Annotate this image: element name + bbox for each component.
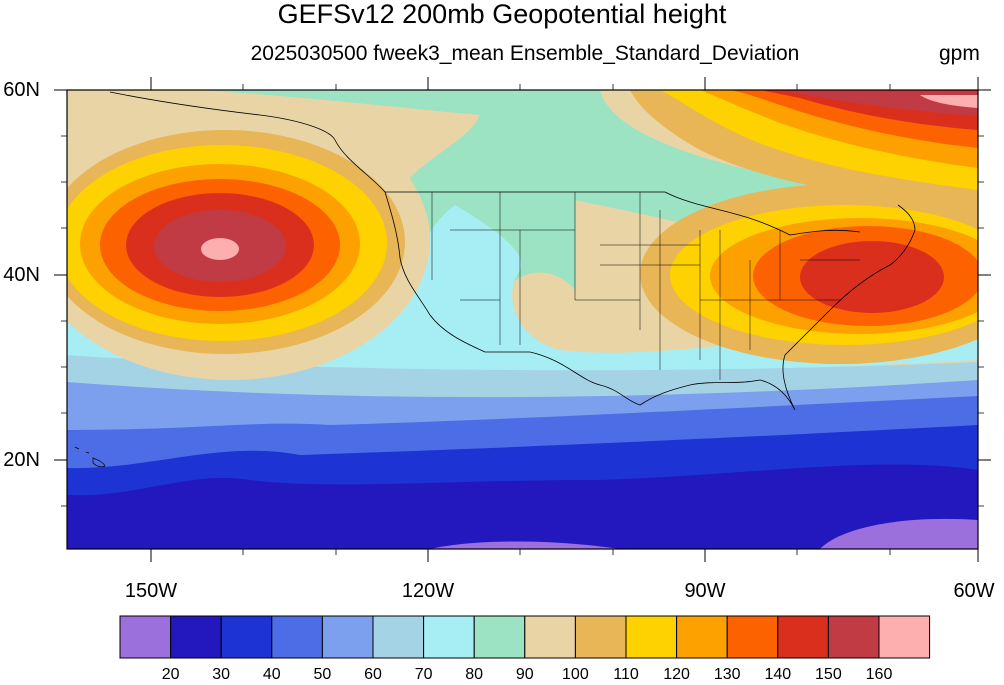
minor-ticks: [61, 84, 984, 555]
state-borders: [431, 192, 860, 380]
colorbar-swatch: [524, 615, 576, 659]
colorbar-swatch: [473, 615, 526, 659]
colorbar-tick-label: 90: [515, 666, 534, 683]
eastcoast-max-150: [800, 241, 944, 313]
colorbar-tick-label: 110: [613, 666, 639, 683]
lat-label-20n: 20N: [3, 449, 40, 471]
colorbar-tick-label: 100: [562, 666, 589, 683]
plot-frame: [66, 89, 979, 550]
contour-fill-below-20-east: [820, 518, 978, 549]
contour-field: [67, 90, 978, 549]
colorbar-swatch: [119, 615, 172, 659]
lat-major-ticks-left: [54, 89, 67, 461]
colorbar-swatch: [676, 615, 728, 659]
colorbar-tick-label: 50: [313, 666, 332, 683]
colorbar-swatch: [321, 615, 374, 659]
units-label: gpm: [939, 42, 980, 65]
lat-minor-ticks-right: [978, 135, 984, 507]
colorbar-swatch: [271, 615, 323, 659]
us-coastline: [384, 191, 916, 411]
colorbar-tick-label: 160: [865, 666, 893, 683]
colorbar-tick-label: 30: [212, 666, 231, 683]
lon-major-ticks-top: [150, 77, 979, 90]
contour-fill-80-90-nw: [67, 90, 600, 115]
colorbar-swatch: [423, 615, 475, 659]
contour-fill-below-20-center: [430, 541, 620, 549]
lon-label-60w: 60W: [953, 580, 995, 602]
colorbar-tick-label: 120: [663, 666, 690, 683]
hawaii-outline: [74, 446, 106, 468]
colorbar-tick-label: 80: [465, 666, 484, 683]
colorbar-swatch: [878, 615, 931, 659]
colorbar-tick-label: 150: [815, 666, 842, 683]
contour-fill-20-30: [67, 464, 978, 549]
alaska-bc-coast: [109, 91, 386, 193]
lat-label-40n: 40N: [3, 264, 40, 286]
colorbar-swatch: [726, 615, 779, 659]
colorbar-swatch: [574, 615, 627, 659]
map-title: GEFSv12 200mb Geopotential height: [277, 0, 727, 29]
major-ticks: [54, 77, 991, 562]
lon-minor-ticks-top: [242, 84, 891, 90]
colorbar-tick-label: 70: [414, 666, 433, 683]
lat-minor-ticks-left: [61, 135, 67, 507]
pacific-max-peak: [201, 238, 239, 260]
colorbar-swatch: [170, 615, 222, 659]
colorbar-swatch: [777, 615, 829, 659]
lon-label-120w: 120W: [401, 580, 455, 602]
colorbar-tick-label: 60: [364, 666, 382, 683]
colorbar-tick-label: 140: [764, 666, 792, 683]
colorbar-tick-label: 20: [161, 666, 180, 683]
map-subtitle: 2025030500 fweek3_mean Ensemble_Standard…: [250, 42, 800, 65]
colorbar-swatch: [827, 615, 880, 659]
state-lines: [431, 192, 860, 380]
hawaii-islands: [74, 446, 106, 468]
coastlines: [109, 91, 916, 411]
lon-label-150w: 150W: [124, 580, 178, 602]
lat-label-60n: 60N: [3, 79, 40, 101]
lon-label-90w: 90W: [684, 580, 726, 602]
colorbar-swatch: [372, 615, 425, 659]
lon-minor-ticks-bottom: [242, 549, 891, 555]
lat-major-ticks-right: [978, 89, 991, 461]
colorbar: [119, 615, 931, 659]
colorbar-tick-label: 40: [262, 666, 281, 683]
colorbar-tick-label: 130: [713, 666, 741, 683]
us-canada-border: [385, 191, 861, 236]
colorbar-swatch: [625, 615, 678, 659]
labrador-max-peak: [920, 95, 978, 108]
colorbar-swatch: [220, 615, 273, 659]
lon-major-ticks-bottom: [150, 549, 979, 562]
